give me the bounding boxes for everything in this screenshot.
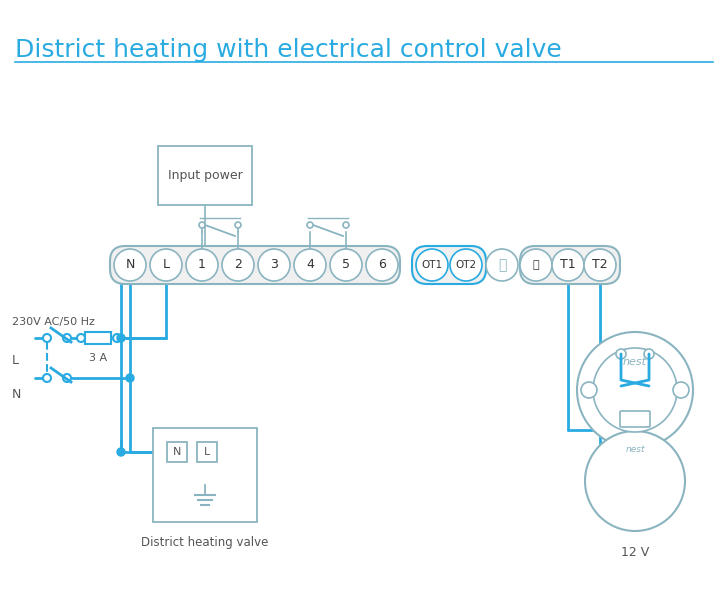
Text: nest: nest xyxy=(623,357,647,367)
Text: N: N xyxy=(12,388,21,402)
Text: Input power: Input power xyxy=(167,169,242,182)
Text: 1: 1 xyxy=(198,258,206,271)
Text: N: N xyxy=(125,258,135,271)
FancyBboxPatch shape xyxy=(110,246,400,284)
FancyBboxPatch shape xyxy=(412,246,486,284)
FancyBboxPatch shape xyxy=(620,411,650,427)
Circle shape xyxy=(616,349,626,359)
FancyBboxPatch shape xyxy=(158,146,252,205)
Circle shape xyxy=(235,222,241,228)
Circle shape xyxy=(113,334,121,342)
Circle shape xyxy=(43,374,51,382)
Text: 5: 5 xyxy=(342,258,350,271)
Circle shape xyxy=(199,222,205,228)
Text: District heating with electrical control valve: District heating with electrical control… xyxy=(15,38,562,62)
Circle shape xyxy=(552,249,584,281)
Circle shape xyxy=(584,249,616,281)
Text: 2: 2 xyxy=(234,258,242,271)
Circle shape xyxy=(366,249,398,281)
Text: 3: 3 xyxy=(270,258,278,271)
Text: T1: T1 xyxy=(560,258,576,271)
Circle shape xyxy=(343,222,349,228)
Text: 3 A: 3 A xyxy=(89,353,107,363)
Circle shape xyxy=(330,249,362,281)
Circle shape xyxy=(416,249,448,281)
FancyBboxPatch shape xyxy=(520,246,620,284)
Circle shape xyxy=(117,334,125,342)
Circle shape xyxy=(486,249,518,281)
Text: N: N xyxy=(173,447,181,457)
Circle shape xyxy=(258,249,290,281)
Text: 12 V: 12 V xyxy=(621,546,649,559)
Circle shape xyxy=(520,249,552,281)
Circle shape xyxy=(43,334,51,342)
Circle shape xyxy=(117,448,125,456)
Text: 6: 6 xyxy=(378,258,386,271)
Text: L: L xyxy=(162,258,170,271)
Text: nest: nest xyxy=(625,446,645,454)
Circle shape xyxy=(585,431,685,531)
Circle shape xyxy=(114,249,146,281)
Circle shape xyxy=(581,382,597,398)
FancyBboxPatch shape xyxy=(167,442,187,462)
Text: L: L xyxy=(12,353,19,366)
Text: OT1: OT1 xyxy=(422,260,443,270)
Circle shape xyxy=(186,249,218,281)
FancyBboxPatch shape xyxy=(197,442,217,462)
FancyBboxPatch shape xyxy=(85,332,111,344)
Circle shape xyxy=(150,249,182,281)
Text: T2: T2 xyxy=(592,258,608,271)
Circle shape xyxy=(77,334,85,342)
Circle shape xyxy=(644,349,654,359)
Text: ⏚: ⏚ xyxy=(533,260,539,270)
Circle shape xyxy=(294,249,326,281)
Circle shape xyxy=(450,249,482,281)
Circle shape xyxy=(673,382,689,398)
Circle shape xyxy=(593,348,677,432)
Text: District heating valve: District heating valve xyxy=(141,536,269,549)
Circle shape xyxy=(126,374,134,382)
Circle shape xyxy=(63,374,71,382)
Circle shape xyxy=(577,332,693,448)
Text: 230V AC/50 Hz: 230V AC/50 Hz xyxy=(12,317,95,327)
Text: 4: 4 xyxy=(306,258,314,271)
Circle shape xyxy=(63,334,71,342)
FancyBboxPatch shape xyxy=(153,428,257,522)
Text: ⏚: ⏚ xyxy=(498,258,506,272)
Text: OT2: OT2 xyxy=(456,260,477,270)
Text: L: L xyxy=(204,447,210,457)
Circle shape xyxy=(222,249,254,281)
Circle shape xyxy=(307,222,313,228)
